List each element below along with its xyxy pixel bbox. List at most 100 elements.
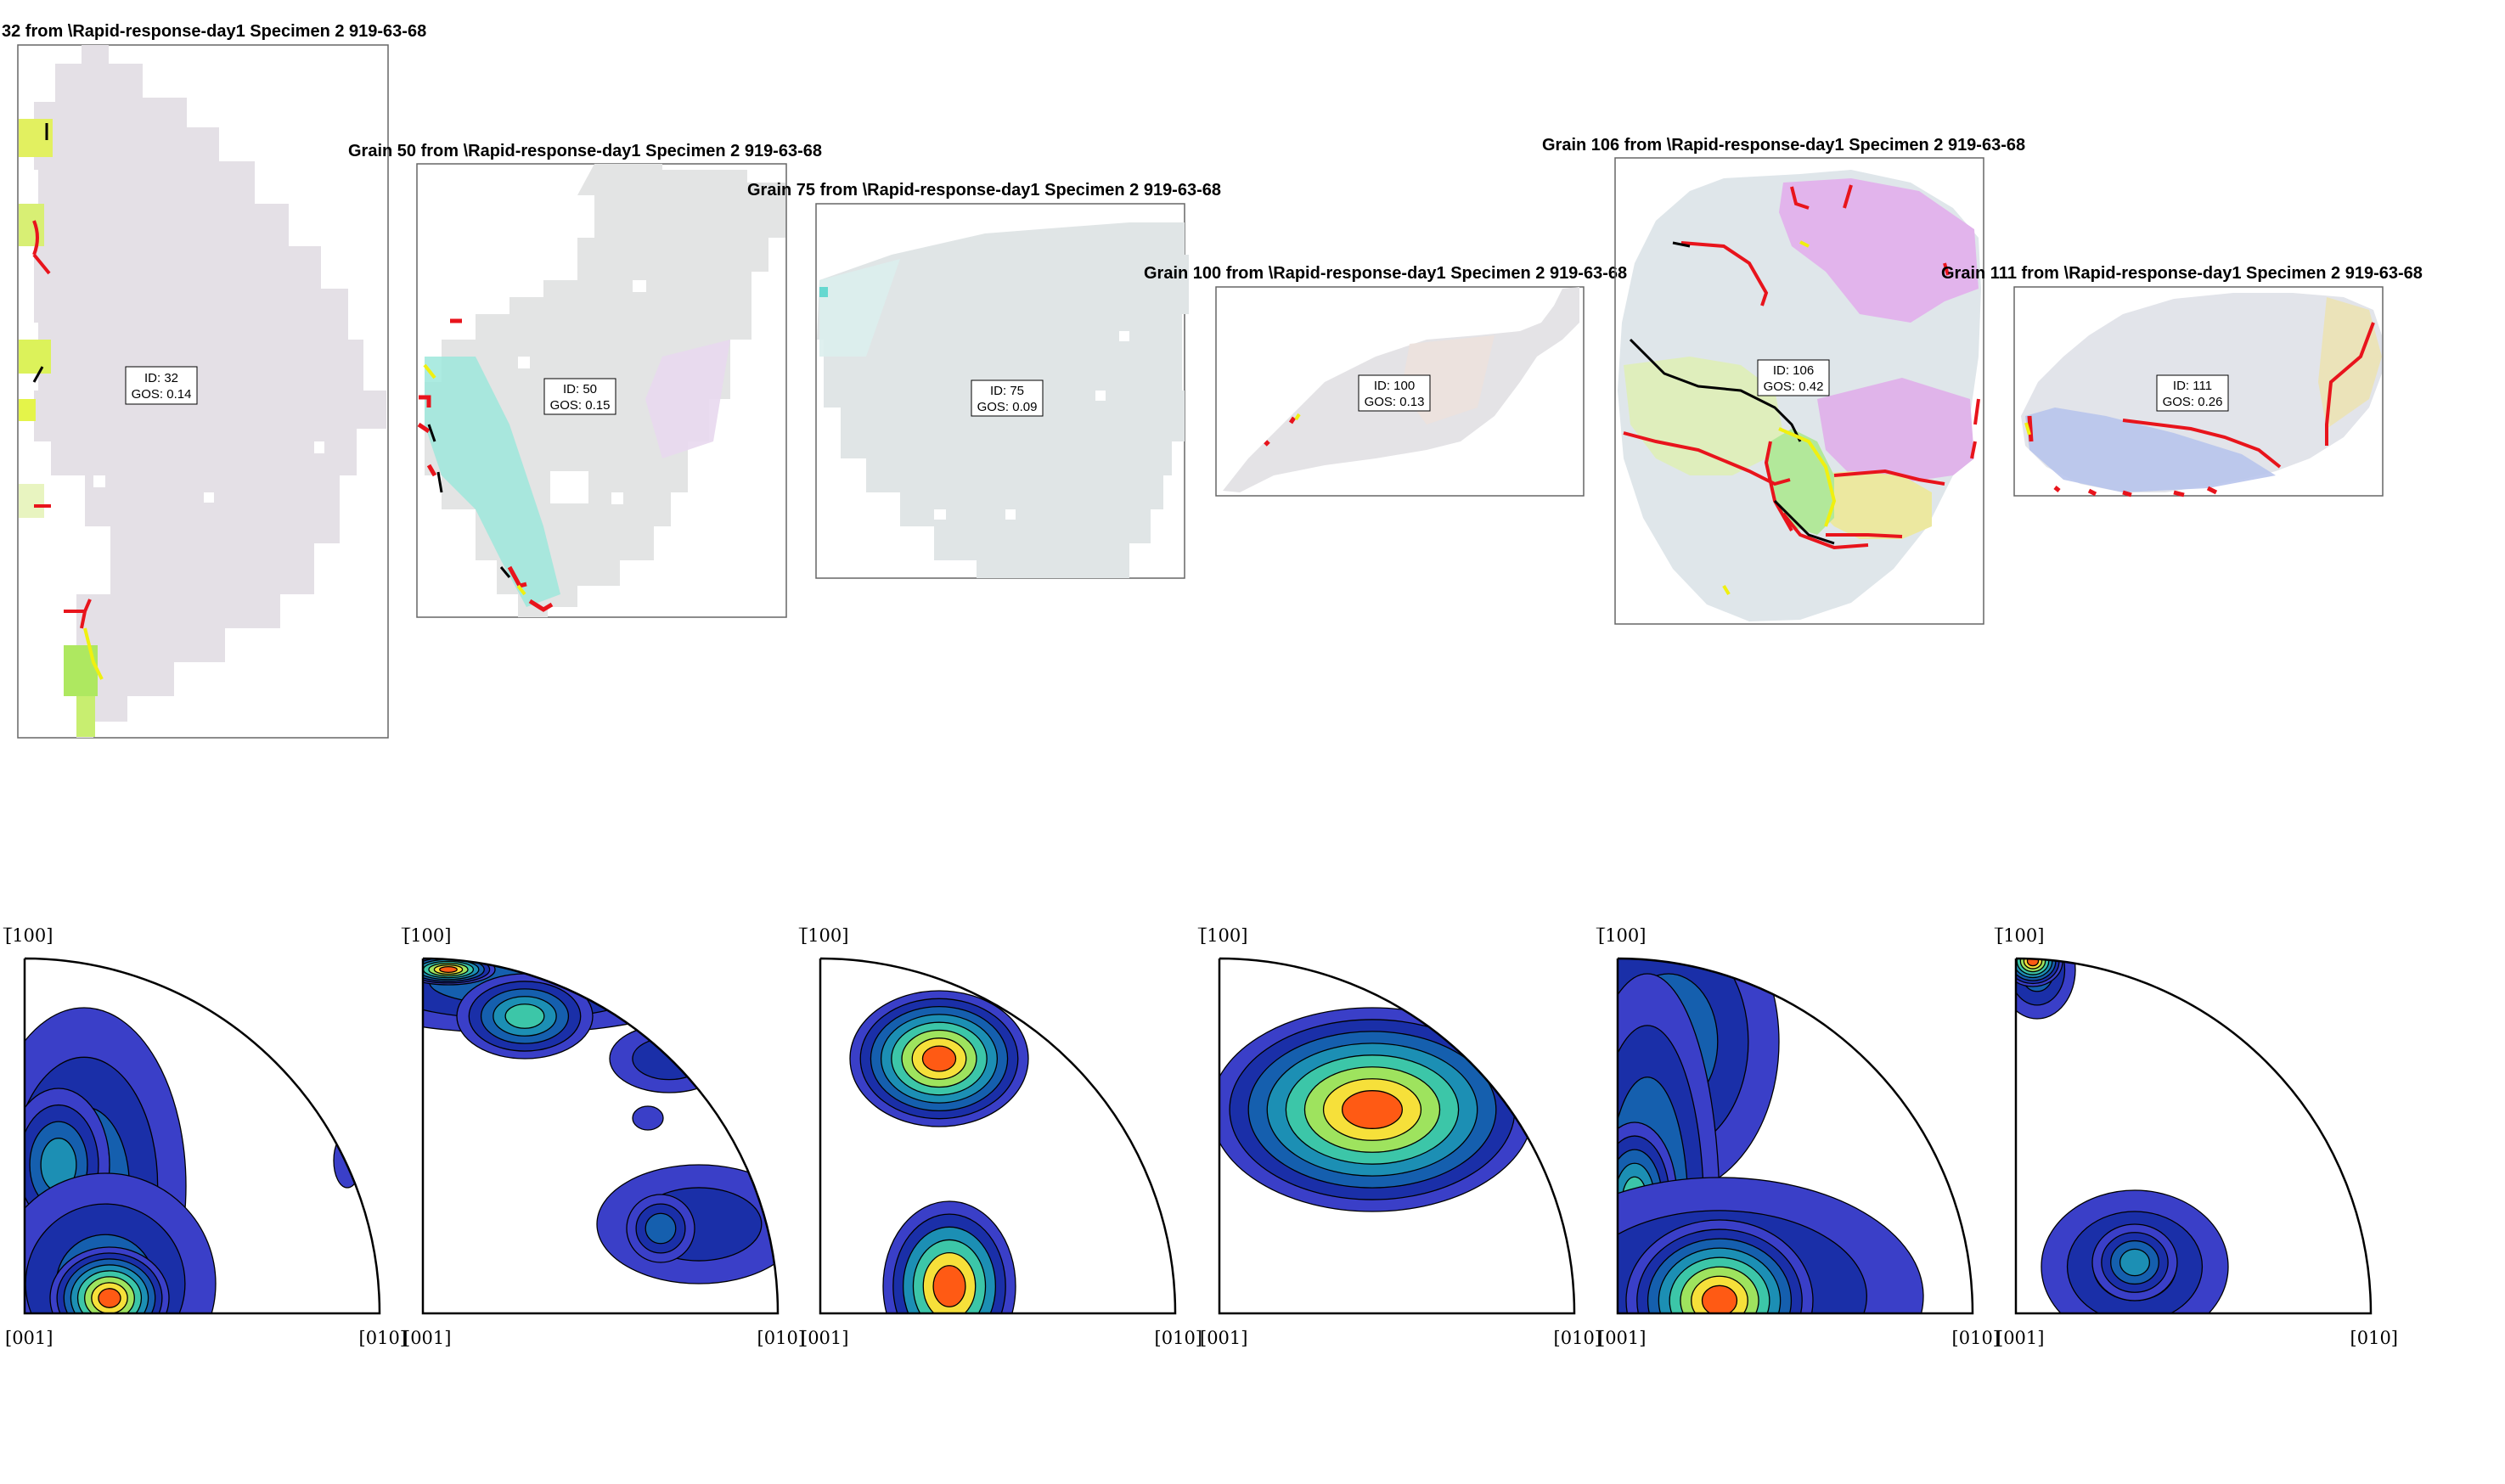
inverse-pole-figure: [̅100] [001] [010] <box>1994 925 2398 1348</box>
grain-id-label: ID: 106 <box>1773 363 1814 378</box>
density-contour <box>932 1265 966 1307</box>
gos-label: GOS: 0.14 <box>132 387 192 402</box>
twin-boundary <box>83 627 104 680</box>
pole-figure-layer: [̅100][001] [010][̅100][001] [010][̅100][0… <box>3 925 2398 1348</box>
map-title: Grain 50 from \Rapid-response-day1 Speci… <box>348 142 822 160</box>
gos-label: GOS: 0.09 <box>977 400 1038 414</box>
misorientation-shading <box>819 259 900 357</box>
gos-label: GOS: 0.15 <box>550 398 611 413</box>
pixel-hole <box>93 475 105 487</box>
map-title: Grain 106 from \Rapid-response-day1 Spec… <box>1542 136 2025 155</box>
high-angle-boundary <box>2122 419 2282 469</box>
axis-label-right: [010] <box>1554 1328 1602 1348</box>
high-angle-boundary <box>1623 184 1980 550</box>
axis-label-top: [̅100] <box>3 925 53 946</box>
inverse-pole-figure: [̅100] [001] [010] <box>798 925 1202 1348</box>
fundamental-sector-outline <box>23 957 381 1315</box>
density-contour <box>98 1288 121 1308</box>
neighbor-pixels <box>19 340 51 374</box>
map-frame <box>1614 157 1984 625</box>
grain-map-32: 32 from \Rapid-response-day1 Specimen 2 … <box>2 22 426 739</box>
pixel-hole <box>204 492 214 503</box>
fundamental-sector-outline <box>819 957 1177 1315</box>
axis-label-top: [̅100] <box>1994 925 2044 946</box>
pixel-hole <box>314 441 324 453</box>
twin-boundary <box>1722 240 1837 596</box>
pixel-hole <box>550 471 588 503</box>
axis-label-right: [010] <box>359 1328 407 1348</box>
twin-boundary <box>1294 413 1301 421</box>
low-angle-boundary <box>32 366 44 383</box>
map-title: 32 from \Rapid-response-day1 Specimen 2 … <box>2 22 426 41</box>
grain-map-106: Grain 106 from \Rapid-response-day1 Spec… <box>1542 136 2025 625</box>
fundamental-sector-outline <box>1218 957 1576 1315</box>
grain-map-111: Grain 111 from \Rapid-response-day1 Spec… <box>1941 264 2423 497</box>
neighbor-pixels <box>819 287 828 297</box>
grain-id-label: ID: 75 <box>990 384 1024 398</box>
density-contour <box>921 1045 957 1072</box>
neighbor-pixels <box>425 357 560 607</box>
axis-label-right: [010] <box>1155 1328 1202 1348</box>
inverse-pole-figure: [̅100] [001] [010] <box>401 925 805 1348</box>
grain-info-box <box>971 379 1044 417</box>
grain-info-box <box>125 366 198 405</box>
twin-boundary <box>423 363 526 596</box>
neighbor-pixels <box>19 204 44 246</box>
axis-label-right: [010] <box>1952 1328 2000 1348</box>
pixel-hole <box>518 357 530 368</box>
axis-label-origin: [001] <box>1598 1328 1646 1348</box>
pixel-hole <box>1005 509 1016 520</box>
axis-label-top: [̅100] <box>1197 925 1247 946</box>
grain-map-100: Grain 100 from \Rapid-response-day1 Spec… <box>1144 264 1627 497</box>
map-title: Grain 111 from \Rapid-response-day1 Spec… <box>1941 264 2423 283</box>
grain-id-label: ID: 32 <box>144 371 178 385</box>
gos-label: GOS: 0.26 <box>2163 395 2223 409</box>
grain-id-label: ID: 100 <box>1374 379 1415 393</box>
grain-info-box <box>1358 374 1431 412</box>
grain-body <box>34 45 386 738</box>
map-frame <box>17 44 389 739</box>
grain-info-box <box>2156 374 2229 412</box>
low-angle-boundary <box>1629 241 1835 545</box>
pixel-hole <box>1095 391 1106 401</box>
fundamental-sector-outline <box>421 957 780 1315</box>
inverse-pole-figure: [̅100] [001] [010] <box>1197 925 1602 1348</box>
high-angle-boundary <box>2325 322 2375 446</box>
orientation-region-green <box>1624 357 1783 475</box>
grain-id-label: ID: 111 <box>2173 379 2212 393</box>
high-angle-boundary <box>32 220 39 256</box>
fundamental-sector-outline <box>1616 957 1974 1315</box>
orientation-region-yellow <box>2318 297 2382 429</box>
pixel-hole <box>934 509 946 520</box>
neighbor-pixels <box>19 399 36 421</box>
fundamental-sector-outline <box>2014 957 2373 1315</box>
orientation-region-magenta <box>1779 178 1979 323</box>
map-frame <box>2013 286 2384 497</box>
map-title: Grain 75 from \Rapid-response-day1 Speci… <box>747 181 1221 200</box>
map-title: Grain 100 from \Rapid-response-day1 Spec… <box>1144 264 1627 283</box>
axis-label-origin: [001] <box>403 1328 451 1348</box>
high-angle-boundary <box>1264 416 1297 447</box>
axis-label-right: [010] <box>2350 1328 2398 1348</box>
density-contour <box>645 1212 677 1245</box>
axis-label-top: [̅100] <box>1596 925 1646 946</box>
map-frame <box>1215 286 1585 497</box>
axis-label-origin: [001] <box>1200 1328 1247 1348</box>
orientation-region-magenta <box>1817 378 1974 484</box>
twin-boundary <box>2024 422 2031 436</box>
density-contour <box>2119 1248 2151 1277</box>
grain-info-box <box>543 378 616 415</box>
neighbor-pixels <box>76 696 95 737</box>
orientation-region-blue <box>2025 408 2276 492</box>
pixel-hole <box>633 280 646 292</box>
axis-label-origin: [001] <box>1996 1328 2044 1348</box>
high-angle-boundary <box>2027 415 2218 497</box>
misorientation-shading <box>645 340 730 458</box>
axis-label-right: [010] <box>757 1328 805 1348</box>
axis-label-origin: [001] <box>801 1328 848 1348</box>
axis-label-top: [̅100] <box>401 925 451 946</box>
gos-label: GOS: 0.42 <box>1764 379 1824 394</box>
axis-label-top: [̅100] <box>798 925 848 946</box>
axis-label-origin: [001] <box>5 1328 53 1348</box>
grain-id-label: ID: 50 <box>563 382 597 396</box>
